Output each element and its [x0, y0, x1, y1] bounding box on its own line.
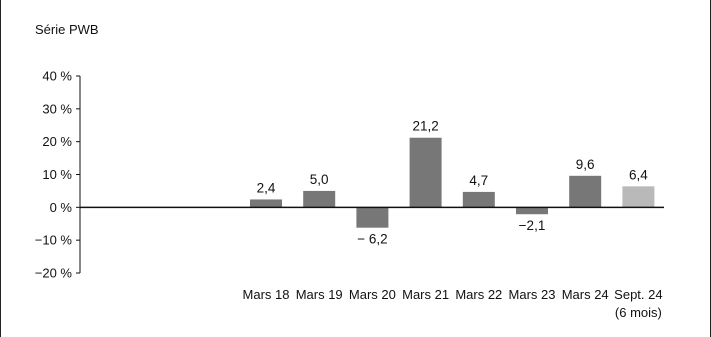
data-label: 2,4: [257, 180, 276, 195]
x-tick-label: Mars 18: [243, 287, 290, 302]
bars-group: [80, 137, 664, 228]
x-tick-label: Mars 20: [349, 287, 396, 302]
y-tick-label: −10 %: [35, 233, 73, 248]
data-label: 4,7: [469, 173, 488, 188]
bar: [356, 207, 389, 228]
y-tick-label: 40 %: [42, 69, 72, 84]
y-tick-label: 20 %: [42, 134, 72, 149]
data-labels-group: 2,4 5,0 − 6,2 21,2 4,7 −2,1 9,6 6,4: [257, 119, 649, 247]
data-label: 6,4: [629, 167, 648, 182]
data-label: 5,0: [310, 172, 329, 187]
data-label: −2,1: [519, 218, 546, 233]
bar: [569, 175, 602, 208]
bar: [516, 207, 548, 215]
x-tick-label: Sept. 24: [614, 287, 662, 302]
x-tick-sublabel: (6 mois): [615, 305, 662, 320]
series-title: Série PWB: [35, 22, 99, 37]
bar: [250, 199, 282, 208]
bar: [622, 186, 655, 208]
bar: [409, 137, 442, 208]
y-tick-label: 10 %: [42, 167, 72, 182]
x-tick-label: Mars 19: [296, 287, 343, 302]
x-tick-label: Mars 21: [402, 287, 449, 302]
data-label: 21,2: [412, 119, 438, 134]
x-axis-labels-group: Mars 18 Mars 19 Mars 20 Mars 21 Mars 22 Mars …: [243, 287, 663, 320]
y-tick-label: −20 %: [35, 266, 73, 281]
y-tick-label: 0 %: [50, 200, 73, 215]
y-axis: 40 % 30 % 20 % 10 % 0 % −10 % −20 %: [35, 69, 81, 281]
data-label: 9,6: [576, 157, 595, 172]
bar: [303, 190, 336, 208]
x-tick-label: Mars 23: [509, 287, 556, 302]
data-label: − 6,2: [357, 232, 387, 247]
x-tick-label: Mars 22: [455, 287, 502, 302]
bar: [462, 191, 495, 208]
y-tick-label: 30 %: [42, 101, 72, 116]
x-tick-label: Mars 24: [562, 287, 609, 302]
